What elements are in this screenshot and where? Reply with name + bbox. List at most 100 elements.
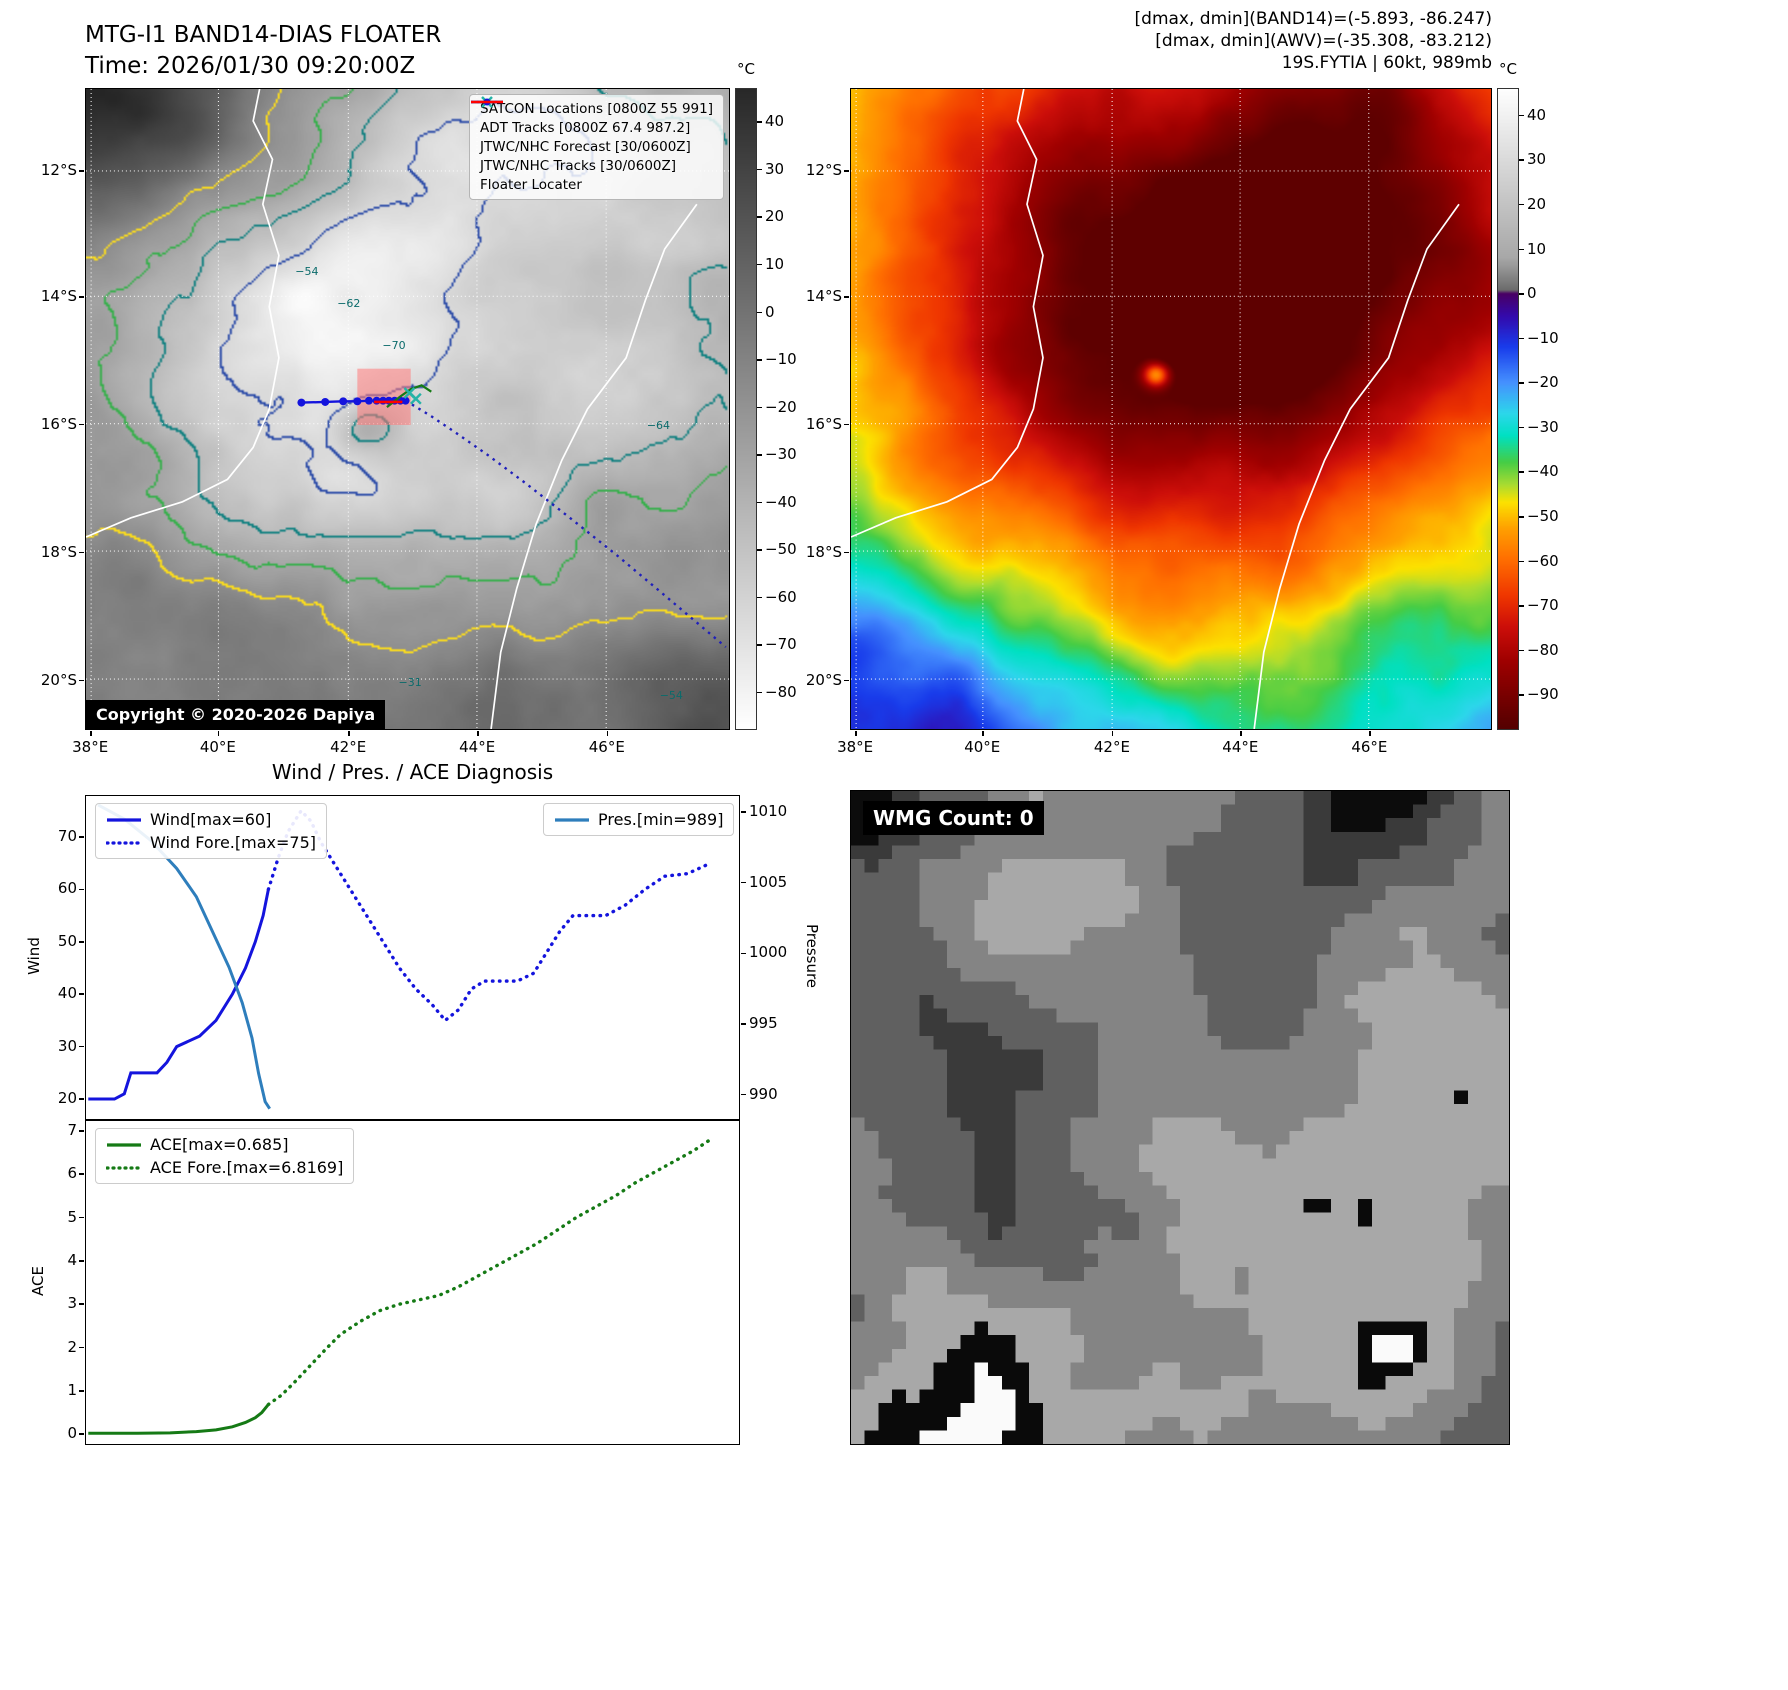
band14-colorbar-tickmark — [757, 691, 762, 694]
pressure-y-tick-mark — [741, 952, 746, 954]
awv-colorbar-tickmark — [1519, 560, 1524, 563]
contour-label: −54 — [295, 264, 319, 278]
awv-colorbar-tick-label: 30 — [1527, 150, 1547, 169]
awv-y-tick-label: 20°S — [805, 670, 842, 689]
band14-x-tickmark — [606, 731, 609, 736]
awv-x-tick-label: 46°E — [1351, 738, 1388, 756]
pressure-y-tick-mark — [741, 1093, 746, 1096]
awv-x-tick-label: 40°E — [964, 738, 1001, 756]
band14-colorbar-tick-label: 0 — [765, 302, 775, 321]
ace-y-tick: 7 — [67, 1120, 77, 1139]
adt-track-line — [386, 384, 432, 408]
ace-y-tick: 3 — [67, 1294, 77, 1313]
band14-colorbar-tick-label: 10 — [765, 254, 785, 273]
diagnosis-title: Wind / Pres. / ACE Diagnosis — [271, 760, 554, 784]
band14-x-tick-label: 44°E — [459, 738, 496, 756]
awv-colorbar-tickmark — [1519, 159, 1524, 161]
band14-y-tickmark — [79, 296, 84, 298]
coastline — [86, 89, 280, 538]
awv-colorbar-tick-label: −30 — [1527, 417, 1559, 436]
awv-colorbar-tick-label: −50 — [1527, 507, 1559, 525]
pressure-y-tick-mark — [741, 881, 746, 884]
awv-x-tickmark — [1369, 731, 1371, 736]
legend-item: Floater Locater — [471, 100, 713, 193]
jtwc-track-point — [321, 397, 330, 406]
band14-x-tick-label: 42°E — [330, 738, 367, 756]
awv-colorbar-tickmark — [1519, 114, 1524, 117]
contour-label: −70 — [382, 338, 406, 352]
band14-x-tickmark — [90, 731, 92, 736]
pressure-y-tick: 990 — [749, 1084, 778, 1103]
band14-y-tickmark — [79, 170, 84, 172]
awv-colorbar-tick-label: 0 — [1527, 284, 1537, 303]
legend-item: ACE[max=0.685] — [106, 1135, 343, 1154]
band14-colorbar-unit: °C — [737, 60, 755, 78]
band14-colorbar-tickmark — [757, 501, 762, 504]
band14-colorbar-tick-label: 20 — [765, 207, 785, 226]
awv-x-tickmark — [1111, 731, 1114, 736]
awv-colorbar-tickmark — [1519, 203, 1524, 206]
band14-x-tickmark — [348, 731, 350, 736]
band14-y-tick-label: 20°S — [40, 670, 77, 689]
awv-colorbar-tickmark — [1519, 516, 1524, 518]
wind-y-tick-mark — [79, 1098, 84, 1100]
band14-colorbar-tickmark — [757, 549, 762, 551]
jtwc-track-point — [339, 397, 348, 406]
awv-colorbar-tick-label: −20 — [1527, 373, 1559, 392]
awv-colorbar-tick-label: −10 — [1527, 328, 1559, 347]
band14-colorbar-tickmark — [757, 454, 762, 456]
coastline — [1253, 203, 1460, 729]
legend-label: JTWC/NHC Tracks [30/0600Z] — [480, 158, 677, 174]
ace-y-tick: 0 — [67, 1424, 77, 1443]
title-block: MTG-I1 BAND14-DIAS FLOATER Time: 2026/01… — [85, 20, 441, 82]
ace-line — [88, 1403, 270, 1435]
band14-y-tickmark — [79, 551, 84, 554]
ace-y-tick-mark — [79, 1216, 84, 1219]
legend-item: JTWC/NHC Forecast [30/0600Z] — [471, 100, 713, 155]
ace-y-tick: 6 — [67, 1164, 77, 1183]
legend-label: JTWC/NHC Forecast [30/0600Z] — [480, 139, 691, 155]
ace-y-tick: 5 — [67, 1207, 77, 1226]
band14-colorbar-tickmark — [757, 596, 762, 599]
legend-label: Wind Fore.[max=75] — [150, 833, 316, 852]
legend-solid-line-icon — [107, 817, 141, 822]
awv-colorbar-tickmark — [1519, 293, 1524, 295]
legend-label: Wind[max=60] — [150, 810, 272, 829]
wmg-panel: WMG Count: 0 — [850, 790, 1510, 1445]
awv-x-tick-label: 42°E — [1093, 738, 1130, 756]
wmg-grid-image — [851, 791, 1509, 1444]
legend-label: ACE[max=0.685] — [150, 1135, 289, 1154]
awv-colorbar-tick-label: −90 — [1527, 685, 1559, 704]
ace-y-tick: 2 — [67, 1337, 77, 1356]
band14-map-panel: SATCON Locations [0800Z 55 991] ADT Track… — [85, 88, 730, 730]
ace-y-tick-mark — [79, 1173, 84, 1175]
awv-map-overlay — [851, 89, 1491, 729]
dmax-awv-text: [dmax, dmin](AWV)=(-35.308, -83.212) — [1155, 31, 1492, 51]
awv-y-tick-label: 18°S — [805, 542, 842, 561]
awv-y-tick-label: 12°S — [805, 161, 842, 180]
awv-x-tick-label: 38°E — [837, 738, 874, 756]
awv-colorbar-tickmark — [1519, 337, 1524, 340]
pressure-y-tick: 1000 — [749, 943, 788, 962]
legend-item: Wind Fore.[max=75] — [106, 833, 316, 852]
band14-colorbar-tick-label: −70 — [765, 635, 797, 654]
band14-x-tickmark — [217, 731, 220, 736]
band14-colorbar-tick-label: −40 — [765, 492, 797, 511]
awv-y-tickmark — [844, 170, 849, 172]
awv-colorbar — [1497, 88, 1519, 730]
band14-y-tick-label: 12°S — [40, 161, 77, 180]
legend-solid-line-icon — [555, 817, 589, 822]
legend-item: ACE Fore.[max=6.8169] — [106, 1158, 343, 1177]
pressure-legend: Pres.[min=989] — [543, 803, 735, 836]
wind-y-tick: 60 — [57, 879, 77, 898]
awv-colorbar-tick-label: 40 — [1527, 105, 1547, 124]
ace-y-tick-mark — [79, 1130, 84, 1132]
awv-x-tickmark — [1240, 731, 1242, 736]
legend-label: ACE Fore.[max=6.8169] — [150, 1158, 344, 1177]
band14-colorbar-tick-label: 30 — [765, 159, 785, 178]
jtwc-track-point — [401, 396, 410, 405]
wind-y-tick: 30 — [57, 1036, 77, 1055]
wind-y-tick: 70 — [57, 826, 77, 845]
pressure-axis-label: Pressure — [803, 923, 821, 989]
